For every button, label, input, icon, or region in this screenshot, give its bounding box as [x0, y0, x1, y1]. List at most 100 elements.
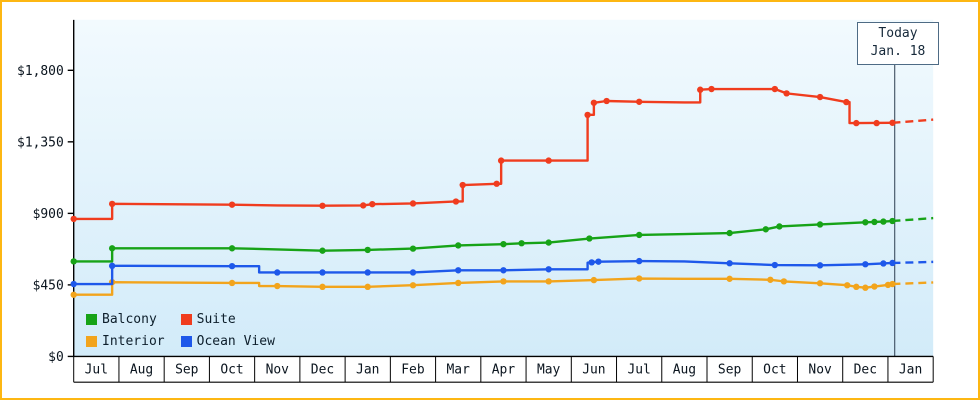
data-point-interior[interactable]: [889, 280, 896, 288]
data-point-interior[interactable]: [853, 283, 860, 290]
data-point-balcony[interactable]: [776, 223, 783, 230]
data-point-balcony[interactable]: [518, 240, 525, 247]
data-point-suite[interactable]: [889, 119, 896, 126]
month-label: Feb: [401, 363, 424, 378]
data-point-suite[interactable]: [843, 98, 850, 106]
month-label: Jul: [85, 363, 108, 378]
data-point-ocean-view[interactable]: [228, 262, 236, 270]
data-point-suite[interactable]: [409, 200, 417, 207]
month-label: Sep: [718, 363, 741, 378]
data-point-interior[interactable]: [364, 283, 371, 290]
legend-item-ocean-view: Ocean View: [180, 334, 275, 349]
data-point-balcony[interactable]: [108, 245, 116, 252]
data-point-balcony[interactable]: [816, 221, 824, 228]
ocean-view-swatch-icon: [180, 336, 192, 347]
data-point-suite[interactable]: [369, 200, 376, 208]
data-point-interior[interactable]: [636, 275, 643, 282]
data-point-ocean-view[interactable]: [862, 261, 869, 268]
data-point-balcony[interactable]: [228, 245, 236, 252]
data-point-interior[interactable]: [871, 283, 878, 290]
data-point-suite[interactable]: [816, 93, 824, 101]
data-point-interior[interactable]: [726, 275, 733, 282]
data-point-balcony[interactable]: [889, 217, 896, 225]
series-line-suite: [72, 87, 894, 221]
data-point-interior[interactable]: [780, 278, 788, 285]
data-point-interior[interactable]: [545, 278, 552, 285]
data-point-balcony[interactable]: [545, 239, 552, 246]
data-point-balcony[interactable]: [862, 219, 869, 226]
data-point-balcony[interactable]: [636, 231, 643, 239]
data-point-ocean-view[interactable]: [500, 267, 507, 274]
data-point-suite[interactable]: [771, 85, 779, 93]
data-point-balcony[interactable]: [726, 229, 733, 237]
data-point-suite[interactable]: [708, 85, 715, 93]
data-point-interior[interactable]: [409, 282, 417, 289]
data-point-ocean-view[interactable]: [889, 259, 896, 267]
month-label: Aug: [130, 363, 153, 378]
data-point-balcony[interactable]: [586, 235, 593, 242]
data-point-ocean-view[interactable]: [364, 269, 371, 276]
month-label: Apr: [492, 363, 516, 378]
data-point-ocean-view[interactable]: [108, 262, 116, 270]
data-point-balcony[interactable]: [762, 226, 769, 233]
data-point-suite[interactable]: [873, 119, 880, 127]
month-label: Jul: [627, 363, 650, 378]
data-point-suite[interactable]: [493, 180, 500, 187]
data-point-suite[interactable]: [459, 181, 466, 189]
data-point-suite[interactable]: [497, 157, 505, 164]
data-point-ocean-view[interactable]: [771, 261, 779, 269]
data-point-interior[interactable]: [862, 284, 869, 291]
data-point-suite[interactable]: [603, 97, 610, 105]
data-point-ocean-view[interactable]: [595, 258, 602, 265]
series-forecast-suite: [892, 118, 934, 124]
data-point-suite[interactable]: [853, 119, 860, 127]
data-point-balcony[interactable]: [871, 218, 878, 226]
today-label: Today: [878, 26, 918, 41]
data-point-balcony[interactable]: [880, 218, 887, 225]
data-point-suite[interactable]: [636, 98, 643, 105]
data-point-interior[interactable]: [70, 291, 77, 298]
data-point-ocean-view[interactable]: [274, 269, 281, 276]
data-point-suite[interactable]: [360, 202, 367, 209]
data-point-ocean-view[interactable]: [319, 269, 326, 276]
data-point-interior[interactable]: [319, 283, 326, 290]
data-point-ocean-view[interactable]: [70, 280, 77, 288]
data-point-interior[interactable]: [455, 279, 462, 287]
data-point-balcony[interactable]: [409, 245, 417, 252]
data-point-interior[interactable]: [767, 276, 774, 283]
data-point-interior[interactable]: [590, 276, 598, 284]
data-point-ocean-view[interactable]: [409, 269, 417, 276]
y-axis-label: $0: [48, 350, 64, 365]
data-point-ocean-view[interactable]: [636, 257, 643, 265]
data-point-ocean-view[interactable]: [816, 262, 824, 269]
month-label: Sep: [175, 363, 198, 378]
today-date: Jan. 18: [870, 44, 926, 59]
data-point-interior[interactable]: [274, 282, 281, 290]
data-point-suite[interactable]: [108, 200, 116, 208]
data-point-interior[interactable]: [228, 279, 236, 287]
data-point-suite[interactable]: [783, 90, 790, 97]
data-point-ocean-view[interactable]: [455, 267, 462, 274]
data-point-balcony[interactable]: [500, 240, 507, 248]
data-point-suite[interactable]: [70, 215, 77, 223]
data-point-ocean-view[interactable]: [588, 259, 595, 266]
data-point-suite[interactable]: [584, 111, 591, 119]
data-point-ocean-view[interactable]: [726, 260, 733, 267]
data-point-ocean-view[interactable]: [880, 260, 887, 267]
data-point-suite[interactable]: [319, 202, 326, 209]
data-point-suite[interactable]: [697, 86, 704, 93]
data-point-interior[interactable]: [500, 278, 507, 285]
month-label: Jan: [899, 363, 922, 378]
data-point-suite[interactable]: [545, 157, 552, 164]
legend-item-interior: Interior: [86, 334, 165, 349]
data-point-suite[interactable]: [590, 99, 598, 106]
data-point-ocean-view[interactable]: [545, 266, 552, 273]
data-point-balcony[interactable]: [364, 246, 371, 254]
data-point-interior[interactable]: [844, 282, 851, 289]
data-point-interior[interactable]: [816, 280, 824, 287]
data-point-suite[interactable]: [228, 201, 236, 208]
data-point-balcony[interactable]: [70, 258, 77, 265]
data-point-balcony[interactable]: [455, 242, 462, 249]
data-point-suite[interactable]: [452, 198, 460, 205]
data-point-balcony[interactable]: [319, 247, 326, 254]
